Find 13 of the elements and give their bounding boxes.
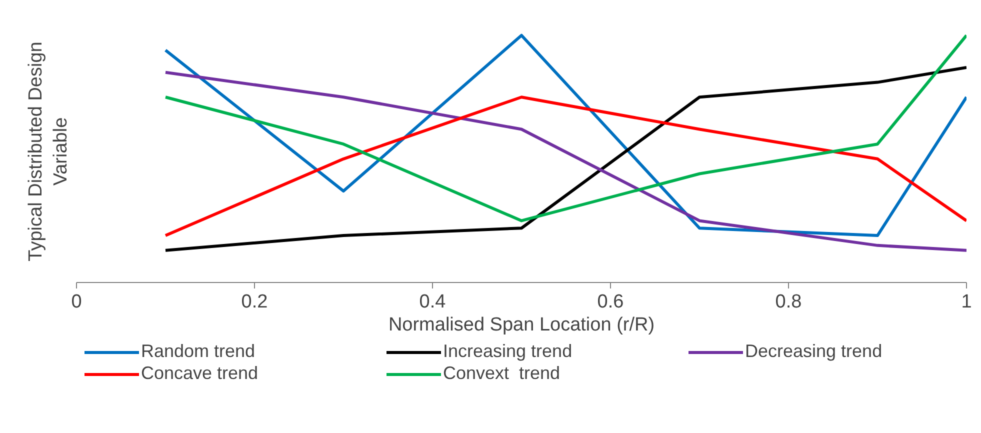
x-tick-label: 0.2 xyxy=(241,292,268,312)
legend-label: Random trend xyxy=(141,341,256,362)
legend-label: Decreasing trend xyxy=(745,341,884,362)
x-axis-title: Normalised Span Location (r/R) xyxy=(388,314,655,336)
y-axis-title: Typical Distributed Design Variable xyxy=(25,42,72,262)
x-tick-label: 0.4 xyxy=(419,292,446,312)
x-tick-label: 1 xyxy=(961,292,972,312)
x-tick-label: 0.6 xyxy=(597,292,624,312)
legend-label: Increasing trend xyxy=(443,341,574,362)
x-tick-label: 0 xyxy=(71,292,82,312)
legend-label: Concave trend xyxy=(141,363,260,384)
x-tick-label: 0.8 xyxy=(775,292,802,312)
legend-label: Convext trend xyxy=(443,363,562,384)
